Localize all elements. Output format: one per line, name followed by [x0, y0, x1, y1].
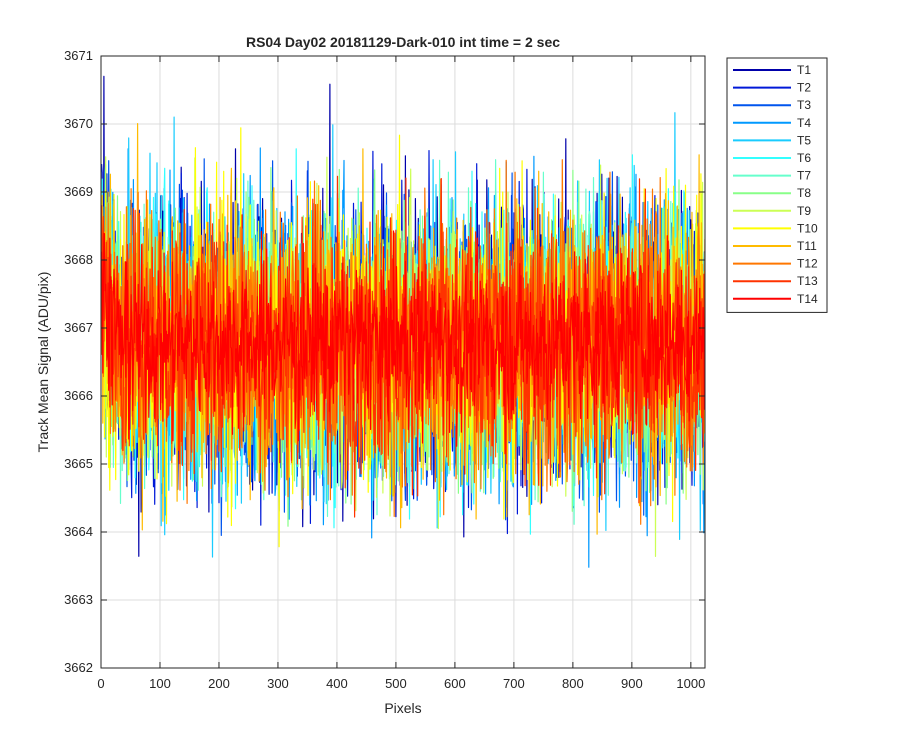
x-tick-label: 300 [267, 676, 289, 691]
legend-label-t1: T1 [797, 63, 811, 77]
legend-label-t8: T8 [797, 186, 811, 200]
series-line-t14 [101, 230, 705, 455]
x-tick-label: 800 [562, 676, 584, 691]
legend-label-t9: T9 [797, 204, 811, 218]
legend-label-t10: T10 [797, 221, 818, 235]
legend-label-t13: T13 [797, 274, 818, 288]
legend-label-t4: T4 [797, 116, 811, 130]
axes-box [100, 55, 706, 669]
x-tick-label: 500 [385, 676, 407, 691]
x-tick-label: 200 [208, 676, 230, 691]
y-tick-label: 3668 [64, 252, 93, 267]
y-tick-label: 3671 [64, 48, 93, 63]
chart-title: RS04 Day02 20181129-Dark-010 int time = … [246, 34, 560, 50]
x-tick-label: 1000 [676, 676, 705, 691]
legend-label-t7: T7 [797, 169, 811, 183]
x-tick-label: 900 [621, 676, 643, 691]
y-tick-label: 3663 [64, 592, 93, 607]
legend-label-t12: T12 [797, 257, 818, 271]
y-tick-label: 3670 [64, 116, 93, 131]
legend: T1 T2 T3 T4 T5 T6 T7 T8 T9 T10 T11 T12 T13 T14 [726, 57, 828, 313]
y-tick-label: 3662 [64, 660, 93, 675]
legend-label-t2: T2 [797, 81, 811, 95]
x-tick-label: 100 [149, 676, 171, 691]
legend-label-t6: T6 [797, 151, 811, 165]
y-axis-label: Track Mean Signal (ADU/pix) [35, 272, 51, 453]
legend-label-t11: T11 [797, 239, 817, 253]
series-group [101, 75, 705, 568]
x-axis-label: Pixels [384, 700, 421, 716]
legend-label-t3: T3 [797, 98, 811, 112]
legend-box [726, 57, 828, 313]
y-tick-label: 3664 [64, 524, 93, 539]
y-tick-label: 3666 [64, 388, 93, 403]
y-tick-label: 3669 [64, 184, 93, 199]
y-tick-label: 3665 [64, 456, 93, 471]
legend-label-t5: T5 [797, 133, 811, 147]
y-tick-label: 3667 [64, 320, 93, 335]
plot-area: 0 100 200 300 400 500 600 700 800 900 1000 3662 3663… [64, 48, 706, 691]
x-tick-label: 400 [326, 676, 348, 691]
x-tick-label: 0 [97, 676, 104, 691]
legend-label-t14: T14 [797, 292, 818, 306]
x-tick-label: 700 [503, 676, 525, 691]
x-tick-label: 600 [444, 676, 466, 691]
